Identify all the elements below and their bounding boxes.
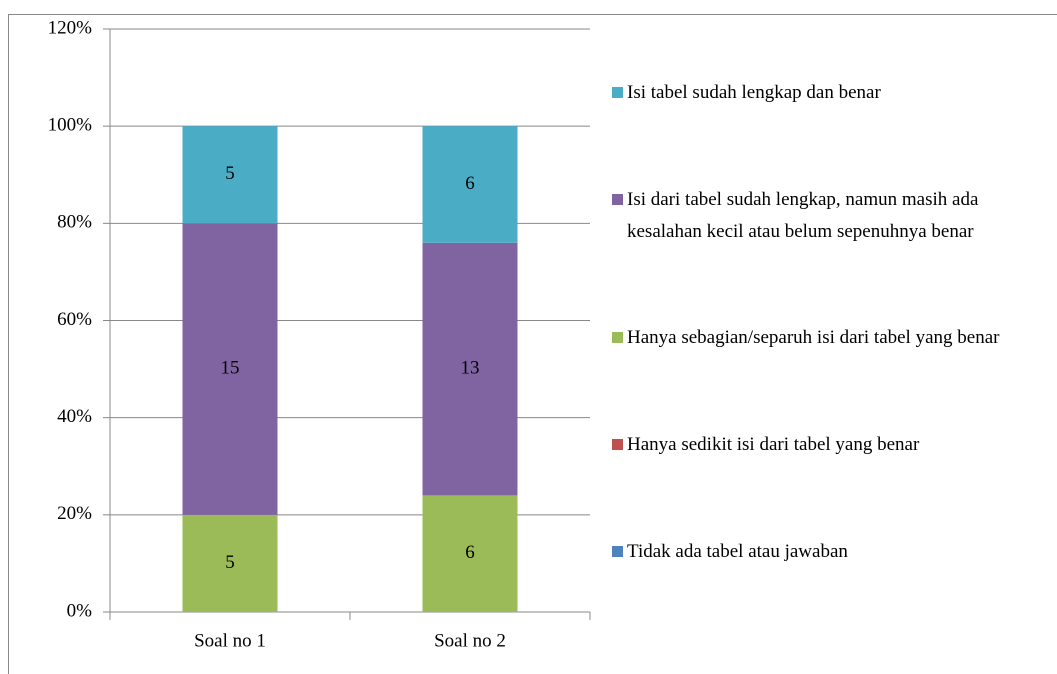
- legend-label: Tidak ada tabel atau jawaban: [627, 540, 848, 562]
- legend-item: Hanya sedikit isi dari tabel yang benar: [612, 429, 1042, 461]
- bar-segment: [422, 495, 518, 612]
- data-label: 6: [465, 542, 475, 563]
- y-tick-label: 120%: [48, 17, 93, 38]
- bar-segment: [182, 514, 278, 612]
- legend-item: Hanya sebagian/separuh isi dari tabel ya…: [612, 322, 1042, 354]
- x-tick-label: Soal no 1: [194, 630, 266, 651]
- legend-swatch: [612, 193, 623, 205]
- legend-label: Isi tabel sudah lengkap dan benar: [627, 82, 881, 104]
- data-label: 5: [225, 552, 235, 573]
- chart-frame: [8, 14, 1057, 674]
- bar-segment: [182, 126, 278, 224]
- legend-swatch: [612, 439, 623, 451]
- y-tick-label: 40%: [57, 406, 92, 427]
- bar-segment: [422, 242, 518, 496]
- legend-swatch: [612, 332, 623, 344]
- legend-label: Hanya sebagian/separuh isi dari tabel ya…: [627, 327, 1000, 349]
- data-label: 13: [461, 357, 480, 378]
- legend-label: Hanya sedikit isi dari tabel yang benar: [627, 434, 920, 456]
- bar-segment: [182, 223, 278, 515]
- legend-item: Isi dari tabel sudah lengkap, namun masi…: [612, 184, 1042, 248]
- y-tick-label: 60%: [57, 309, 92, 330]
- legend-label: Isi dari tabel sudah lengkap, namun masi…: [627, 188, 979, 242]
- legend-swatch: [612, 87, 623, 99]
- data-label: 15: [221, 357, 240, 378]
- legend: Tidak ada tabel atau jawaban Hanya sediki…: [612, 40, 1042, 605]
- x-tick-label: Soal no 2: [434, 630, 506, 651]
- legend-item: Isi tabel sudah lengkap dan benar: [612, 77, 1042, 109]
- bar-segment: [422, 126, 518, 243]
- data-label: 6: [465, 173, 475, 194]
- data-label: 5: [225, 163, 235, 184]
- legend-item: Tidak ada tabel atau jawaban: [612, 536, 1042, 568]
- y-tick-label: 20%: [57, 503, 92, 524]
- y-tick-label: 0%: [67, 600, 93, 621]
- y-tick-label: 80%: [57, 212, 92, 233]
- legend-swatch: [612, 545, 623, 557]
- y-tick-label: 100%: [48, 115, 93, 136]
